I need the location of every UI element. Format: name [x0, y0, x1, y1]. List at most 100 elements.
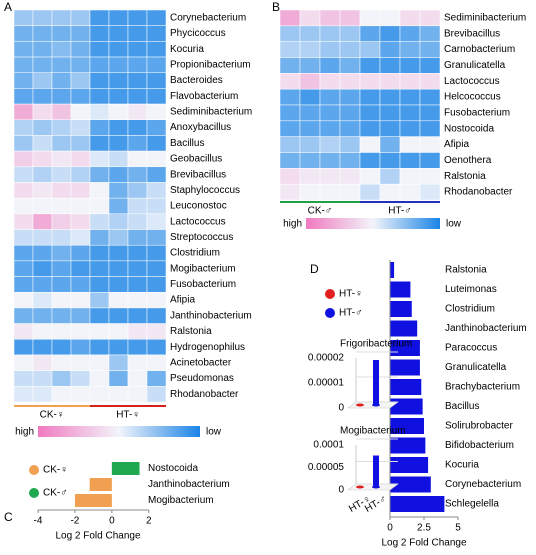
heatmap-cell: [359, 41, 381, 58]
heatmap-cell: [108, 244, 129, 262]
heatmap-cell: [32, 150, 53, 168]
heatmap-cell: [51, 9, 72, 26]
heatmap-cell: [51, 323, 72, 340]
heatmap-cell: [146, 41, 167, 58]
heatmap-cell: [70, 150, 91, 168]
heatmap-cell: [399, 183, 421, 201]
heatmap-cell: [13, 213, 34, 230]
heatmap-cell: [70, 244, 91, 262]
heatmap-cell: [319, 57, 341, 74]
heatmap-cell: [108, 307, 129, 324]
heatmap-cell: [419, 120, 441, 137]
heatmap-cell: [108, 103, 129, 121]
heatmap-cell: [108, 166, 129, 183]
heatmap-cell: [359, 88, 381, 106]
heatmap-cell: [419, 183, 441, 201]
row-label: Phycicoccus: [170, 28, 226, 39]
bar: [390, 262, 395, 278]
heatmap-cell: [379, 183, 401, 201]
panel-label: C: [4, 510, 13, 524]
heatmap-cell: [359, 183, 381, 201]
heatmap-cell: [13, 150, 34, 168]
heatmap-cell: [89, 88, 110, 105]
x-axis-label: Log 2 Fold Change: [55, 531, 141, 542]
row-label: Rhodanobacter: [170, 389, 239, 400]
heatmap-cell: [339, 136, 361, 153]
heatmap-cell: [127, 276, 148, 293]
legend-swatch: [29, 465, 39, 475]
heatmap-cell: [319, 41, 341, 58]
heatmap-cell: [379, 25, 401, 42]
heatmap-cell: [108, 213, 129, 230]
panel-label: A: [4, 0, 12, 14]
x-tick-label: 2.5: [417, 523, 431, 534]
heatmap-cell: [146, 307, 167, 324]
heatmap-cell: [51, 103, 72, 121]
row-label: Afipia: [444, 139, 469, 150]
heatmap-cell: [319, 183, 341, 201]
heatmap-cell: [299, 57, 321, 74]
heatmap-cell: [70, 56, 91, 73]
heatmap-cell: [146, 260, 167, 277]
heatmap-cell: [127, 244, 148, 262]
heatmap-cell: [89, 41, 110, 58]
heatmap-cell: [359, 136, 381, 153]
heatmap-cell: [146, 103, 167, 121]
heatmap-cell: [127, 307, 148, 324]
heatmap-cell: [108, 135, 129, 152]
heatmap-cell: [299, 136, 321, 153]
heatmap-cell: [70, 323, 91, 340]
row-label: Janthinobacterium: [170, 310, 252, 321]
heatmap-cell: [146, 72, 167, 89]
legend-label: HT-♂: [339, 308, 363, 319]
heatmap-cell: [51, 72, 72, 89]
heatmap-cell: [70, 9, 91, 26]
heatmap-cell: [379, 104, 401, 122]
x-tick-label: -2: [70, 516, 79, 527]
heatmap-cell: [339, 73, 361, 90]
heatmap-cell: [89, 339, 110, 356]
heatmap-cell: [146, 150, 167, 168]
row-label: Carnobacterium: [444, 44, 515, 55]
bar: [390, 359, 420, 376]
heatmap-cell: [419, 57, 441, 74]
heatmap-cell: [89, 291, 110, 309]
x-tick-label: 0: [109, 516, 115, 527]
heatmap-cell: [51, 119, 72, 136]
heatmap-cell: [339, 57, 361, 74]
heatmap-cell: [299, 25, 321, 42]
row-label: Pseudomonas: [170, 373, 234, 384]
heatmap-cell: [108, 41, 129, 58]
heatmap-cell: [32, 119, 53, 136]
heatmap-cell: [89, 386, 110, 403]
heatmap-cell: [70, 41, 91, 58]
bar: [373, 455, 379, 487]
heatmap-cell: [13, 135, 34, 152]
heatmap-cell: [13, 25, 34, 42]
row-label: Granulicatella: [444, 60, 506, 71]
heatmap-cell: [379, 152, 401, 169]
heatmap-cell: [32, 103, 53, 121]
heatmap-cell: [339, 152, 361, 169]
heatmap-cell: [51, 291, 72, 309]
heatmap-cell: [32, 276, 53, 293]
row-label: Brevibacillus: [444, 28, 500, 39]
heatmap-cell: [419, 73, 441, 90]
row-label: Ralstonia: [170, 326, 212, 337]
heatmap-cell: [51, 166, 72, 183]
heatmap-cell: [51, 135, 72, 152]
heatmap-cell: [127, 182, 148, 199]
heatmap-cell: [146, 166, 167, 183]
heatmap-cell: [279, 104, 301, 122]
bar: [89, 478, 112, 491]
heatmap-cell: [399, 25, 421, 42]
heatmap-cell: [108, 260, 129, 277]
heatmap-cell: [127, 291, 148, 309]
heatmap-cell: [32, 370, 53, 387]
y-tick-label: 0.00002: [308, 353, 345, 364]
heatmap-cell: [89, 323, 110, 340]
heatmap-cell: [13, 307, 34, 324]
row-label: Lactococcus: [444, 76, 500, 87]
heatmap-cell: [108, 25, 129, 42]
row-label: Streptococcus: [170, 232, 233, 243]
